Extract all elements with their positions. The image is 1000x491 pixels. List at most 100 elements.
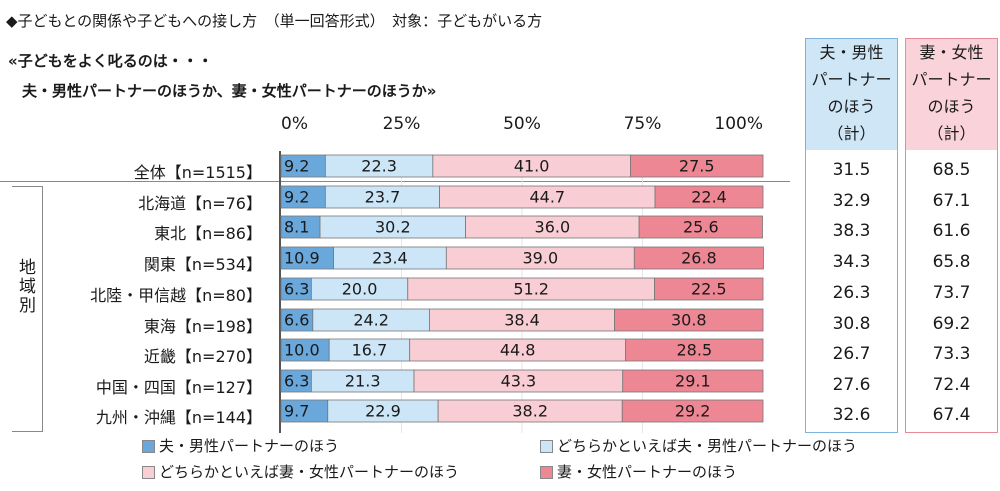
male-total-value: 32.6 xyxy=(832,405,871,425)
legend-label-female-lean: どちらかといえば妻・女性パートナーのほう xyxy=(159,463,460,481)
bar-value-label: 22.3 xyxy=(361,157,397,176)
region-bracket xyxy=(12,186,43,432)
region-group-label: 地域別 xyxy=(15,258,35,315)
bar-value-label: 20.0 xyxy=(342,280,378,299)
male-total-header-line: 夫・男性 xyxy=(819,43,884,62)
female-total-header-line: パートナー xyxy=(911,70,992,89)
row-label-hokuriku-koshinetsu: 北陸・甲信越【n=80】 xyxy=(90,286,262,305)
bar-value-label: 26.8 xyxy=(681,249,717,268)
male-total-value: 34.3 xyxy=(832,252,871,272)
female-total-header-line: （計） xyxy=(927,124,976,143)
bar-value-label: 9.2 xyxy=(284,157,309,176)
x-axis-ticks: 0% 25% 50% 75% 100% xyxy=(281,114,763,138)
male-total-header-line: のほう xyxy=(827,97,876,116)
bar-value-label: 29.2 xyxy=(675,402,711,421)
bar-value-label: 30.2 xyxy=(375,218,411,237)
bar-value-label: 30.8 xyxy=(671,311,707,330)
stacked-bar-chart: 9.2 22.3 41.0 27.5 9.2 23.7 44.7 22.4 8.1 30.2 36.… xyxy=(280,154,764,433)
female-total-value: 61.6 xyxy=(932,221,971,241)
bar-value-label: 9.2 xyxy=(284,188,309,207)
bar-value-label: 51.2 xyxy=(513,280,549,299)
row-label-tohoku: 東北【n=86】 xyxy=(154,224,262,243)
male-total-value: 32.9 xyxy=(832,191,871,211)
row-label-hokkaido: 北海道【n=76】 xyxy=(138,194,262,213)
x-tick-label: 100% xyxy=(714,114,763,134)
bar-value-label: 23.4 xyxy=(372,249,408,268)
bar-value-label: 41.0 xyxy=(514,157,550,176)
bar-value-label: 44.8 xyxy=(500,341,536,360)
bars-svg: 9.2 22.3 41.0 27.5 9.2 23.7 44.7 22.4 8.1 30.2 36.… xyxy=(280,154,764,433)
male-total-header-line: パートナー xyxy=(811,70,892,89)
legend-swatch-male-lean xyxy=(540,440,553,453)
female-total-header-line: のほう xyxy=(927,97,976,116)
bar-value-label: 43.3 xyxy=(501,372,537,391)
male-total-header: 夫・男性 パートナー のほう （計） xyxy=(806,39,897,150)
female-total-value: 73.3 xyxy=(932,344,971,364)
bar-value-label: 24.2 xyxy=(353,311,389,330)
male-total-value: 26.3 xyxy=(832,283,871,303)
row-label-kanto: 関東【n=534】 xyxy=(143,255,262,274)
row-label-kyushu-okinawa: 九州・沖縄【n=144】 xyxy=(95,408,262,427)
male-total-column xyxy=(805,38,898,433)
bar-value-label: 6.6 xyxy=(284,311,309,330)
x-tick-label: 50% xyxy=(503,114,541,134)
legend-swatch-female xyxy=(540,466,553,479)
female-total-value: 72.4 xyxy=(932,375,971,395)
bar-value-label: 38.2 xyxy=(512,402,548,421)
row-label-overall: 全体【n=1515】 xyxy=(133,163,262,182)
bar-segment-female xyxy=(625,338,764,362)
row-label-chugoku-shikoku: 中国・四国【n=127】 xyxy=(95,378,262,397)
bar-segment-female xyxy=(630,154,764,178)
male-total-value: 38.3 xyxy=(832,221,871,241)
overall-separator xyxy=(0,181,790,182)
bar-value-label: 9.7 xyxy=(284,402,309,421)
legend-label-male: 夫・男性パートナーのほう xyxy=(159,437,340,455)
male-total-header-line: （計） xyxy=(827,124,876,143)
female-total-value: 68.5 xyxy=(932,160,971,180)
bar-value-label: 27.5 xyxy=(679,157,715,176)
bar-value-label: 16.7 xyxy=(352,341,388,360)
x-tick-label: 25% xyxy=(382,114,421,134)
bar-segment-female xyxy=(654,277,764,301)
row-label-tokai: 東海【n=198】 xyxy=(143,317,262,336)
bar-value-label: 36.0 xyxy=(535,218,571,237)
male-total-value: 26.7 xyxy=(832,344,871,364)
male-total-value: 30.8 xyxy=(832,314,871,334)
male-total-value: 31.5 xyxy=(832,160,871,180)
bar-value-label: 39.0 xyxy=(523,249,559,268)
legend-label-female: 妻・女性パートナーのほう xyxy=(557,463,738,481)
bar-value-label: 29.1 xyxy=(675,372,711,391)
bar-value-label: 38.4 xyxy=(504,311,540,330)
legend-label-male-lean: どちらかといえば夫・男性パートナーのほう xyxy=(557,437,858,455)
bar-value-label: 8.1 xyxy=(284,218,309,237)
legend-swatch-female-lean xyxy=(142,466,155,479)
bar-value-label: 22.4 xyxy=(691,188,727,207)
female-total-value: 67.1 xyxy=(932,191,971,211)
bar-value-label: 23.7 xyxy=(365,188,401,207)
male-total-value: 27.6 xyxy=(832,375,871,395)
row-label-kinki: 近畿【n=270】 xyxy=(143,347,262,366)
bar-segment-female xyxy=(622,369,764,393)
bar-segment-female xyxy=(654,185,764,209)
question-title: ◆子どもとの関係や子どもへの接し方 （単一回答形式） 対象：子どもがいる方 xyxy=(6,12,543,30)
bar-segment-female xyxy=(614,308,764,332)
x-tick-label: 0% xyxy=(281,114,308,134)
female-total-value: 67.4 xyxy=(932,405,971,425)
bar-value-label: 6.3 xyxy=(284,280,309,299)
female-total-value: 69.2 xyxy=(932,314,971,334)
chart-subtitle-line1: «子どもをよく叱るのは・・・ xyxy=(8,52,213,70)
bar-value-label: 22.9 xyxy=(365,402,401,421)
bar-value-label: 10.0 xyxy=(284,341,320,360)
bar-segment-female xyxy=(638,215,763,239)
bar-value-label: 22.5 xyxy=(691,280,727,299)
female-total-value: 73.7 xyxy=(932,283,971,303)
bar-value-label: 10.9 xyxy=(284,249,320,268)
chart-subtitle-line2: 夫・男性パートナーのほうか、妻・女性パートナーのほうか» xyxy=(22,82,437,100)
x-tick-label: 75% xyxy=(623,114,662,134)
bar-value-label: 25.6 xyxy=(683,218,719,237)
bar-value-label: 21.3 xyxy=(345,372,381,391)
legend-swatch-male xyxy=(142,440,155,453)
female-total-header-line: 妻・女性 xyxy=(919,43,984,62)
female-total-value: 65.8 xyxy=(932,252,971,272)
bar-value-label: 44.7 xyxy=(529,188,565,207)
